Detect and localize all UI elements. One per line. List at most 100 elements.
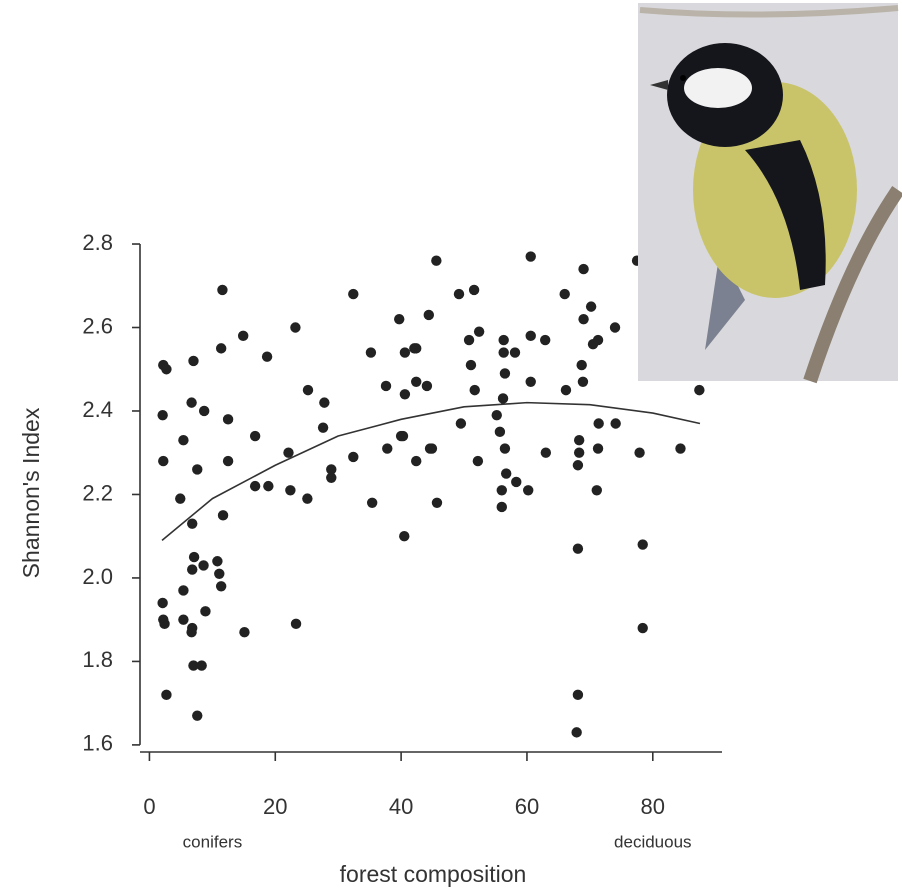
point <box>609 322 621 333</box>
beak <box>650 80 668 90</box>
point <box>578 263 589 275</box>
point <box>214 568 225 579</box>
point <box>380 380 392 392</box>
point <box>426 443 438 454</box>
point <box>577 376 589 387</box>
point <box>157 409 168 421</box>
stripe <box>745 140 826 290</box>
point <box>212 556 223 567</box>
point <box>215 343 227 354</box>
fit-curve <box>161 401 701 541</box>
point <box>285 485 296 496</box>
x-tick-label: 40 <box>389 794 413 819</box>
cheek <box>684 68 752 108</box>
point <box>509 347 521 358</box>
x-tick-label: 60 <box>515 794 539 819</box>
point <box>525 251 536 262</box>
point <box>261 351 273 362</box>
point <box>573 435 585 446</box>
y-tick-label: 1.8 <box>82 647 113 672</box>
point <box>465 359 477 371</box>
point <box>540 447 552 458</box>
point <box>496 485 507 496</box>
point <box>366 497 378 509</box>
point <box>559 288 570 300</box>
point <box>178 585 189 596</box>
point <box>215 581 227 592</box>
plot-area: 1.6 1.8 2.0 2.2 2.4 2.6 2.8 0 20 40 60 80 conifers de… <box>82 230 722 851</box>
point <box>578 313 589 325</box>
y-tick-label: 2.8 <box>82 230 113 255</box>
point <box>319 397 330 408</box>
point <box>525 376 536 387</box>
point <box>468 284 480 296</box>
point <box>634 447 645 458</box>
point <box>302 493 313 504</box>
point <box>187 564 198 575</box>
y-tick-label: 2.6 <box>82 313 113 338</box>
point <box>453 288 465 300</box>
point <box>222 414 234 425</box>
point <box>348 451 359 463</box>
point <box>302 384 314 396</box>
y-tick-label: 2.2 <box>82 480 113 505</box>
point <box>572 543 584 554</box>
point <box>217 510 229 521</box>
point <box>217 284 228 296</box>
point <box>161 689 172 701</box>
branch <box>803 186 902 384</box>
point <box>397 430 409 442</box>
point <box>455 418 467 429</box>
point <box>158 455 169 467</box>
point <box>198 560 209 571</box>
point <box>421 380 433 392</box>
point <box>423 309 434 321</box>
point <box>178 435 189 446</box>
point <box>431 255 442 266</box>
point <box>539 334 551 346</box>
point <box>196 660 207 671</box>
point <box>499 368 511 379</box>
x-annotation: conifers <box>183 832 243 851</box>
point <box>463 334 475 346</box>
x-axis-label: forest composition <box>340 861 527 887</box>
point <box>178 614 189 625</box>
point <box>560 384 572 396</box>
point <box>576 359 587 371</box>
point <box>399 389 411 400</box>
point <box>186 397 197 408</box>
point <box>283 447 294 458</box>
x-tick-label: 20 <box>263 794 287 819</box>
x-tick-label: 80 <box>641 794 665 819</box>
x-tick-label: 0 <box>143 794 155 819</box>
point <box>469 384 480 396</box>
point <box>499 443 511 454</box>
point <box>572 689 584 701</box>
point <box>188 355 199 367</box>
point <box>511 476 522 488</box>
eye <box>680 75 686 81</box>
point <box>498 347 509 358</box>
point <box>637 622 648 634</box>
point <box>571 727 582 738</box>
point <box>239 627 250 638</box>
point <box>591 485 602 496</box>
point <box>249 430 261 442</box>
point <box>175 493 186 504</box>
point <box>525 330 536 342</box>
x-annotation: deciduous <box>614 832 692 851</box>
point <box>192 464 203 475</box>
point <box>192 710 203 721</box>
point <box>326 464 337 475</box>
point <box>593 418 604 429</box>
point <box>411 455 422 467</box>
point <box>573 447 585 458</box>
point <box>500 468 512 479</box>
point <box>498 334 509 346</box>
bird-photo <box>638 3 902 384</box>
point <box>382 443 393 454</box>
point <box>523 485 534 496</box>
point <box>675 443 686 454</box>
